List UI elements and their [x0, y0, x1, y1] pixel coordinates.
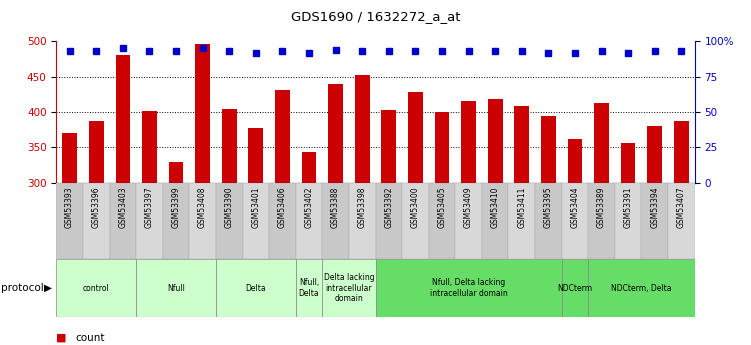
Bar: [243, 183, 269, 259]
Bar: [56, 259, 136, 317]
Text: GSM53393: GSM53393: [65, 187, 74, 228]
Bar: [455, 183, 482, 259]
Bar: [514, 106, 529, 345]
Bar: [674, 121, 689, 345]
Bar: [195, 43, 210, 345]
Bar: [136, 183, 163, 259]
Text: GSM53399: GSM53399: [171, 187, 180, 228]
Text: NDCterm: NDCterm: [557, 284, 593, 293]
Bar: [355, 75, 369, 345]
Bar: [216, 259, 296, 317]
Text: GSM53404: GSM53404: [571, 187, 580, 228]
Text: Nfull,
Delta: Nfull, Delta: [299, 278, 319, 298]
Text: GSM53409: GSM53409: [464, 187, 473, 228]
Bar: [461, 101, 476, 345]
Bar: [296, 259, 322, 317]
Bar: [62, 133, 77, 345]
Bar: [56, 183, 83, 259]
Text: Delta: Delta: [246, 284, 266, 293]
Bar: [621, 142, 635, 345]
Bar: [535, 183, 562, 259]
Bar: [189, 183, 216, 259]
Bar: [376, 259, 562, 317]
Text: GSM53411: GSM53411: [517, 187, 526, 228]
Bar: [402, 183, 429, 259]
Bar: [668, 183, 695, 259]
Bar: [541, 116, 556, 345]
Bar: [169, 162, 183, 345]
Text: GSM53403: GSM53403: [119, 187, 128, 228]
Bar: [222, 109, 237, 345]
Bar: [136, 259, 216, 317]
Text: GSM53397: GSM53397: [145, 187, 154, 228]
Bar: [349, 183, 376, 259]
Text: GSM53400: GSM53400: [411, 187, 420, 228]
Bar: [269, 183, 296, 259]
Text: Nfull, Delta lacking
intracellular domain: Nfull, Delta lacking intracellular domai…: [430, 278, 508, 298]
Text: GSM53392: GSM53392: [385, 187, 394, 228]
Text: count: count: [75, 333, 104, 343]
Bar: [647, 126, 662, 345]
Text: ▶: ▶: [44, 283, 52, 293]
Bar: [382, 110, 396, 345]
Text: GSM53407: GSM53407: [677, 187, 686, 228]
Bar: [296, 183, 322, 259]
Bar: [328, 84, 343, 345]
Text: GSM53391: GSM53391: [623, 187, 632, 228]
Bar: [376, 183, 402, 259]
Text: NDCterm, Delta: NDCterm, Delta: [611, 284, 671, 293]
Bar: [83, 183, 110, 259]
Bar: [322, 259, 376, 317]
Text: control: control: [83, 284, 110, 293]
Text: protocol: protocol: [1, 283, 44, 293]
Text: GSM53395: GSM53395: [544, 187, 553, 228]
Bar: [429, 183, 455, 259]
Text: GSM53389: GSM53389: [597, 187, 606, 228]
Bar: [615, 183, 641, 259]
Text: GSM53398: GSM53398: [357, 187, 366, 228]
Bar: [249, 128, 263, 345]
Text: GDS1690 / 1632272_a_at: GDS1690 / 1632272_a_at: [291, 10, 460, 23]
Bar: [562, 259, 588, 317]
Bar: [594, 103, 609, 345]
Bar: [275, 90, 290, 345]
Bar: [89, 121, 104, 345]
Bar: [142, 111, 157, 345]
Bar: [216, 183, 243, 259]
Bar: [588, 183, 615, 259]
Bar: [302, 152, 316, 345]
Text: GSM53396: GSM53396: [92, 187, 101, 228]
Bar: [562, 183, 588, 259]
Bar: [482, 183, 508, 259]
Text: Nfull: Nfull: [167, 284, 185, 293]
Bar: [568, 139, 582, 345]
Bar: [488, 99, 502, 345]
Text: GSM53410: GSM53410: [490, 187, 499, 228]
Text: GSM53405: GSM53405: [438, 187, 447, 228]
Text: GSM53388: GSM53388: [331, 187, 340, 228]
Bar: [641, 183, 668, 259]
Bar: [322, 183, 349, 259]
Bar: [163, 183, 189, 259]
Bar: [435, 112, 449, 345]
Text: GSM53390: GSM53390: [225, 187, 234, 228]
Text: GSM53408: GSM53408: [198, 187, 207, 228]
Text: ■: ■: [56, 333, 67, 343]
Bar: [508, 183, 535, 259]
Text: GSM53402: GSM53402: [304, 187, 313, 228]
Bar: [588, 259, 695, 317]
Text: GSM53394: GSM53394: [650, 187, 659, 228]
Text: GSM53401: GSM53401: [252, 187, 261, 228]
Text: Delta lacking
intracellular
domain: Delta lacking intracellular domain: [324, 273, 374, 303]
Bar: [110, 183, 136, 259]
Text: GSM53406: GSM53406: [278, 187, 287, 228]
Bar: [408, 92, 423, 345]
Bar: [116, 55, 130, 345]
